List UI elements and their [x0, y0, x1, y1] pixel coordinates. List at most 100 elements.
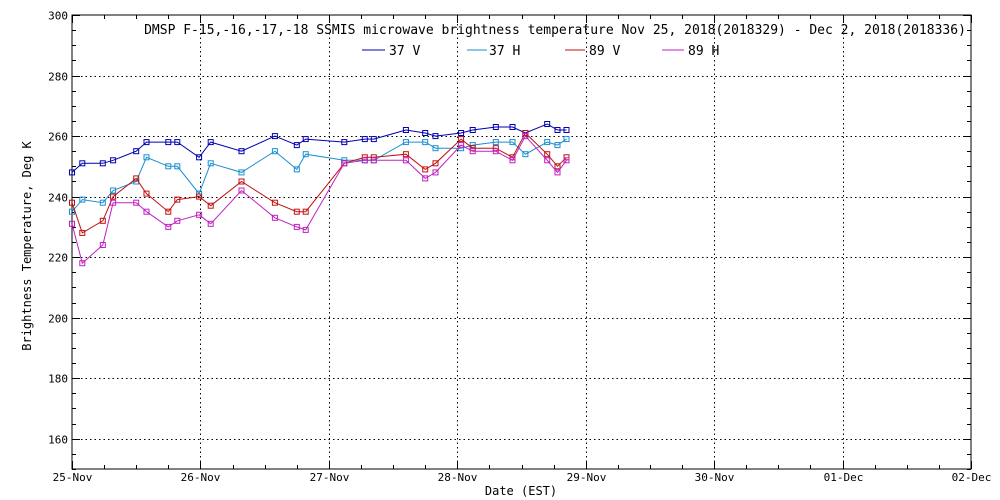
data-point-37h — [238, 169, 245, 176]
data-point-37h — [422, 139, 429, 146]
x-tick-label: 28-Nov — [438, 471, 478, 484]
data-point-89h — [370, 157, 377, 164]
legend-label-37h: 37 H — [489, 44, 520, 59]
x-tick-label: 30-Nov — [695, 471, 735, 484]
axis-ticks — [72, 15, 972, 470]
data-point-37v — [207, 139, 214, 146]
series-89h — [69, 133, 570, 267]
data-point-37v — [99, 160, 106, 167]
data-point-37v — [165, 139, 172, 146]
data-point-89h — [469, 148, 476, 155]
data-point-89h — [492, 148, 499, 155]
data-point-37h — [271, 148, 278, 155]
series-line-37h — [71, 138, 567, 213]
grid — [72, 15, 971, 469]
data-point-89v — [69, 199, 75, 206]
data-point-89v — [554, 163, 561, 170]
data-point-89v — [422, 166, 429, 173]
series-89v — [69, 130, 570, 236]
data-point-37v — [563, 127, 570, 133]
data-point-89h — [110, 199, 117, 206]
data-point-89h — [458, 142, 465, 149]
series-37v — [69, 121, 570, 176]
series-37h — [69, 136, 570, 215]
data-point-89h — [361, 157, 368, 164]
data-point-89h — [563, 157, 570, 164]
data-point-37v — [341, 139, 348, 146]
data-point-89v — [99, 217, 106, 224]
data-point-37v — [402, 127, 409, 133]
data-point-89h — [402, 157, 409, 164]
data-point-37v — [458, 130, 465, 136]
data-point-89h — [522, 133, 529, 140]
data-point-89v — [143, 190, 150, 197]
data-point-37h — [207, 160, 214, 167]
data-point-89h — [174, 217, 181, 224]
data-point-89h — [238, 187, 245, 194]
data-point-89v — [133, 175, 140, 182]
data-point-89h — [341, 160, 348, 167]
y-axis-title: Brightness Temperature, Deg K — [20, 140, 34, 350]
data-point-37v — [110, 157, 117, 164]
data-point-37h — [432, 145, 439, 152]
data-point-89v — [271, 199, 278, 206]
data-point-89h — [196, 211, 203, 218]
legend-label-89v: 89 V — [589, 44, 620, 59]
x-tick-label: 26-Nov — [181, 471, 221, 484]
data-point-37h — [79, 196, 86, 203]
data-point-89h — [293, 223, 300, 230]
data-point-89h — [207, 220, 214, 227]
data-point-89v — [174, 196, 181, 203]
tick-labels: 25-Nov 26-Nov 27-Nov 28-Nov 29-Nov 30-Nov 01-D… — [48, 10, 991, 485]
data-point-89v — [432, 160, 439, 167]
data-point-37h — [110, 187, 117, 194]
data-point-89v — [196, 193, 203, 200]
y-tick-label: 220 — [48, 252, 68, 265]
data-point-89v — [207, 202, 214, 209]
data-point-89v — [402, 151, 409, 158]
data-point-37h — [544, 139, 551, 146]
y-tick-label: 240 — [48, 192, 68, 205]
data-point-37h — [302, 151, 309, 158]
data-point-37h — [99, 199, 106, 206]
data-point-37h — [554, 142, 561, 149]
data-point-37v — [432, 133, 439, 140]
data-point-37h — [293, 166, 300, 173]
data-point-89h — [271, 214, 278, 221]
y-tick-label: 180 — [48, 373, 68, 386]
data-point-89h — [143, 208, 150, 215]
y-tick-label: 200 — [48, 313, 68, 326]
series-line-89h — [71, 135, 567, 265]
data-point-37v — [293, 142, 300, 149]
data-point-37h — [174, 163, 181, 170]
x-tick-label: 25-Nov — [53, 471, 93, 484]
legend-label-37v: 37 V — [389, 44, 420, 59]
data-point-89v — [238, 178, 245, 185]
data-point-89h — [422, 175, 429, 182]
data-point-37h — [492, 139, 499, 146]
y-tick-label: 260 — [48, 131, 68, 144]
data-point-37h — [522, 151, 529, 158]
data-point-37v — [238, 148, 245, 155]
data-point-37v — [79, 160, 86, 167]
data-point-37v — [302, 136, 309, 143]
data-point-89h — [165, 223, 172, 230]
x-axis-title: Date (EST) — [485, 484, 557, 498]
data-point-37v — [370, 136, 377, 143]
data-point-37v — [196, 154, 203, 161]
x-tick-label: 27-Nov — [310, 471, 350, 484]
series-group — [69, 121, 570, 267]
data-point-89v — [110, 193, 117, 200]
data-point-37h — [143, 154, 150, 161]
chart-title: DMSP F-15,-16,-17,-18 SSMIS microwave br… — [144, 23, 966, 38]
data-point-37h — [402, 139, 409, 146]
data-point-89h — [554, 169, 561, 176]
series-line-89v — [71, 132, 567, 234]
data-point-89h — [432, 169, 439, 176]
data-point-37v — [69, 169, 75, 176]
data-point-37v — [469, 127, 476, 133]
data-point-37v — [271, 133, 278, 140]
data-point-37v — [554, 127, 561, 133]
data-point-37v — [133, 148, 140, 155]
